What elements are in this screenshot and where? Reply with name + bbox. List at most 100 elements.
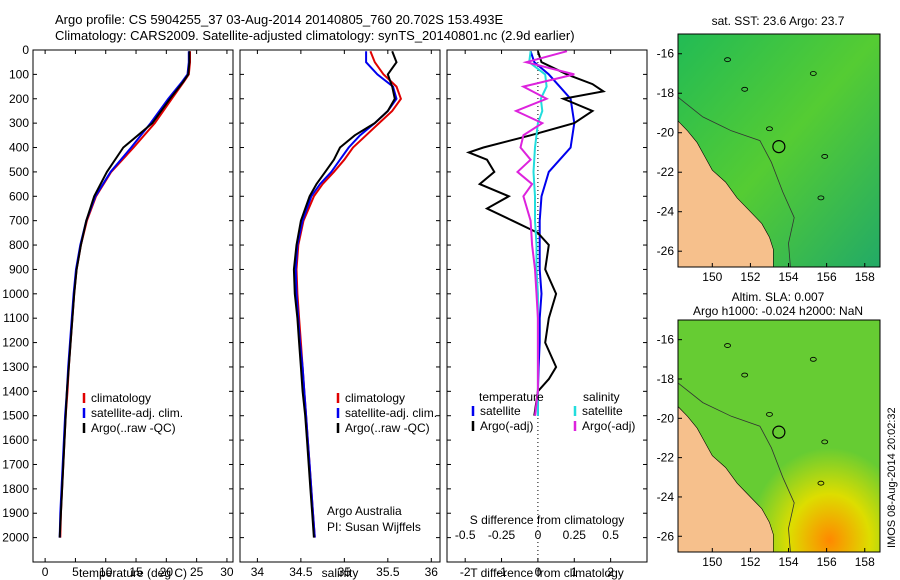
x-tick-label: 36 [425, 565, 439, 579]
map-sst-reef-outline [766, 126, 773, 132]
legend-diff-salinity-heading: salinity [583, 390, 620, 404]
depth-tick-label: 1700 [2, 457, 29, 471]
map-sst-reef-outline [821, 154, 829, 159]
credit-text: IMOS 08-Aug-2014 20:02:32 [886, 407, 898, 548]
attribution-line-1: Argo Australia [327, 504, 402, 518]
map-sla-x-tick-label: 154 [779, 555, 799, 569]
series-line-satellite-adj-clim- [58, 51, 190, 538]
depth-tick-label: 700 [9, 214, 29, 228]
x-tick-label: -2 [460, 565, 471, 579]
map-sla-land [677, 405, 774, 553]
map-sla-reef-outline [766, 411, 773, 417]
legend-diff-salinity-item: Argo(-adj) [582, 419, 635, 433]
depth-tick-label: 300 [9, 116, 29, 130]
depth-tick-label: 900 [9, 262, 29, 276]
x-top-tick-label: -0.25 [488, 528, 516, 542]
legend-diff-temperature-item: Argo(-adj) [480, 419, 533, 433]
depth-tick-label: 400 [9, 141, 29, 155]
x-tick-label: 1 [571, 565, 578, 579]
header-line-2: Climatology: CARS2009. Satellite-adjuste… [55, 28, 575, 43]
x-axis-label-temperature: temperature (deg C) [79, 566, 187, 580]
map-sst-y-tick-label: -20 [657, 126, 675, 140]
map-sst-y-tick-label: -24 [657, 205, 675, 219]
legend-salinity-profile-item: Argo(..raw -QC) [345, 421, 430, 435]
x-tick-label: 0 [535, 565, 542, 579]
map-sst-y-tick-label: -16 [657, 47, 675, 61]
map-sla-float-position-marker [772, 425, 786, 439]
diff-series-line-1 [465, 50, 606, 416]
x-top-tick-label: 0.25 [563, 528, 587, 542]
map-sla-x-tick-label: 158 [855, 555, 875, 569]
map-sst-land [677, 120, 774, 268]
map-sla-y-tick-label: -24 [657, 490, 675, 504]
attribution-line-2: PI: Susan Wijffels [327, 520, 421, 534]
header-line-1: Argo profile: CS 5904255_37 03-Aug-2014 … [55, 12, 504, 27]
x-axis-label-salinity: salinity [322, 566, 359, 580]
x-tick-label: 2 [607, 565, 614, 579]
diff-series-line-0 [529, 50, 576, 416]
depth-tick-label: 2000 [2, 531, 29, 545]
x-axis-label-s-diff: S difference from climatology [470, 513, 625, 527]
diff-series-line-3 [513, 50, 575, 416]
series-line-climatology [295, 50, 403, 538]
map-sla-title-1: Altim. SLA: 0.007 [732, 290, 825, 304]
legend-diff-salinity-item: satellite [582, 404, 623, 418]
map-sst-x-tick-label: 150 [702, 270, 722, 284]
map-sla-contour [677, 382, 795, 553]
map-sst-reef-outline [724, 57, 731, 63]
legend-temperature-profile-item: climatology [91, 391, 151, 405]
depth-tick-label: 1600 [2, 433, 29, 447]
map-sst-x-tick-label: 152 [740, 270, 760, 284]
map-sla-y-tick-label: -18 [657, 372, 675, 386]
x-tick-label: 34.5 [289, 565, 313, 579]
series-line-argo-raw-qc- [292, 50, 398, 538]
series-line-argo-raw-qc- [58, 51, 191, 538]
legend-temperature-profile-item: Argo(..raw -QC) [91, 421, 176, 435]
depth-tick-label: 1800 [2, 482, 29, 496]
x-tick-label: 34 [251, 565, 265, 579]
map-sla-reef-outline [724, 343, 731, 348]
map-sst-frame [677, 33, 881, 268]
depth-tick-label: 800 [9, 238, 29, 252]
x-tick-label: 5 [72, 565, 79, 579]
x-tick-label: 30 [220, 565, 234, 579]
map-sla-y-tick-label: -22 [657, 451, 675, 465]
map-sst-y-tick-label: -26 [657, 244, 675, 258]
map-sst-y-tick-label: -18 [657, 86, 675, 100]
plot-frame-2 [239, 49, 441, 563]
map-sst-reef-outline [741, 86, 749, 92]
depth-tick-label: 1300 [2, 360, 29, 374]
map-sla-frame [677, 319, 881, 553]
x-tick-label: 35 [338, 565, 352, 579]
map-sst-x-tick-label: 156 [817, 270, 837, 284]
map-sla-reef-outline [817, 480, 825, 486]
map-sla-y-tick-label: -20 [657, 411, 675, 425]
depth-tick-label: 200 [9, 92, 29, 106]
x-top-tick-label: -0.5 [455, 528, 476, 542]
depth-tick-label: 1200 [2, 336, 29, 350]
map-sla-x-tick-label: 152 [740, 555, 760, 569]
x-tick-label: 15 [129, 565, 143, 579]
map-sla-y-tick-label: -16 [657, 333, 675, 347]
series-line-climatology [59, 51, 191, 538]
map-sla-reef-outline [809, 356, 817, 362]
map-sla-title-2: Argo h1000: -0.024 h2000: NaN [693, 304, 863, 318]
depth-tick-label: 1100 [3, 311, 29, 325]
depth-tick-label: 0 [22, 43, 29, 57]
x-tick-label: -1 [496, 565, 507, 579]
map-sst-reef-outline [809, 71, 817, 76]
x-tick-label: 10 [99, 565, 113, 579]
x-tick-label: 0 [42, 565, 49, 579]
map-sst-y-tick-label: -22 [657, 165, 675, 179]
map-sst-x-tick-label: 154 [779, 270, 799, 284]
x-tick-label: 25 [190, 565, 204, 579]
depth-tick-label: 1400 [2, 384, 29, 398]
map-sla-x-tick-label: 156 [817, 555, 837, 569]
map-sst-contour [677, 96, 795, 268]
map-sst-reef-outline [817, 195, 825, 201]
plot-frame-3 [446, 49, 648, 563]
map-sla-x-tick-label: 150 [702, 555, 722, 569]
plot-frame-1 [32, 49, 234, 563]
